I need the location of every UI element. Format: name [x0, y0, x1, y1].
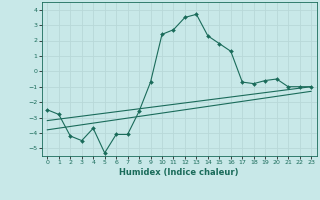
- X-axis label: Humidex (Indice chaleur): Humidex (Indice chaleur): [119, 168, 239, 177]
